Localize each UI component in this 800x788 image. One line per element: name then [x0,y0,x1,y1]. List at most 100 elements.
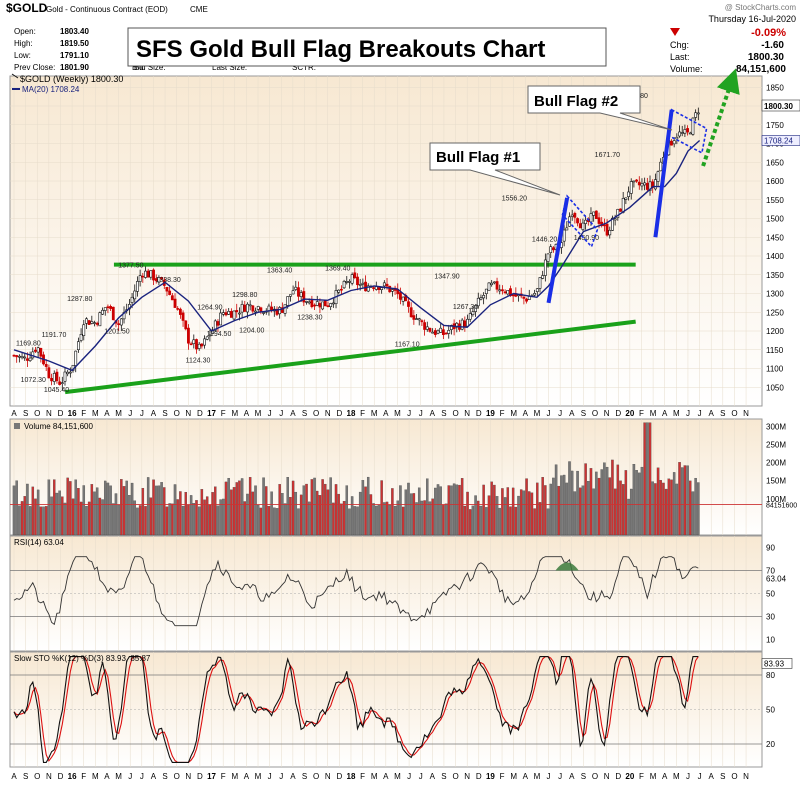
price-annotation: 1072.30 [21,377,46,384]
price-candle [240,300,244,319]
price-candle [619,208,622,212]
sto-panel-label: Slow STO %K(12) %D(3) 83.93, 85.87 [14,654,151,663]
volume-bar [549,483,552,536]
price-candle [103,307,107,316]
price-candle [138,269,142,287]
price-candle [361,278,365,288]
price-annotation: 1671.70 [595,152,620,159]
volume-value: 84,151,600 [736,64,786,75]
volume-bar [640,466,644,536]
price-candle [474,304,477,317]
volume-bar [503,497,507,536]
price-candle [192,334,196,349]
current-price-tag: 1800.30 [761,99,800,112]
price-candle [74,350,78,373]
month-label: M [92,409,99,418]
volume-bar [313,477,316,536]
volume-bar [608,477,612,536]
quote-value: 1819.50 [60,39,89,48]
volume-bar [259,507,263,536]
price-candle [315,295,319,307]
volume-bar [428,501,432,536]
quote-label: High: [14,39,33,48]
volume-bar [605,466,609,536]
price-candle [294,280,298,292]
volume-bar [112,503,115,536]
price-candle [549,244,553,258]
month-label: M [371,409,378,418]
price-axis-tick: 1200 [766,327,784,336]
month-label: M [534,772,541,781]
chg-value: -1.60 [761,40,784,51]
down-triangle-icon [670,28,680,36]
volume-bar [39,506,43,536]
price-candle [229,308,233,318]
price-candle [87,319,91,325]
volume-bar [560,475,563,536]
volume-bar [26,483,29,536]
volume-bar [369,494,373,536]
volume-bar [12,485,16,536]
volume-bar [573,491,577,536]
month-label: D [58,409,64,418]
price-candle [608,226,612,239]
bull-flag-1-label: Bull Flag #1 [436,149,520,166]
price-candle [670,139,673,146]
price-candle [578,218,582,229]
volume-bar [624,470,628,536]
month-label: M [115,772,122,781]
price-candle [170,293,174,301]
volume-bar [227,477,230,536]
month-label: O [452,772,458,781]
month-label: N [185,409,191,418]
volume-bar [546,508,550,536]
price-axis-tick: 1600 [766,177,784,186]
price-candle [433,328,437,338]
chg-pct-value: -0.09% [751,27,786,39]
month-label: J [140,772,144,781]
volume-bar [471,505,475,536]
volume-bar [474,495,477,536]
sctr-label: SCTR: [292,63,316,72]
price-candle [417,317,421,326]
price-candle [637,176,641,190]
price-annotation: 1169.80 [16,340,41,347]
price-candle [117,319,121,331]
price-annotation: 1264.90 [197,305,222,312]
volume-bar [232,487,236,536]
price-candle [254,307,257,316]
volume-bar [675,483,679,536]
volume-bar [265,486,268,536]
price-candle [203,335,206,349]
volume-bar [262,477,265,536]
price-candle [60,376,64,391]
volume-bar [332,502,335,536]
price-annotation: 1298.80 [232,292,257,299]
volume-bar [294,491,298,536]
volume-bar [273,507,276,536]
price-candle [490,279,494,287]
volume-bar [385,501,389,536]
price-candle [484,288,488,300]
volume-bar [358,491,362,536]
volume-bar [544,485,547,536]
volume-bar [388,504,391,536]
month-label: 19 [486,409,495,418]
volume-bar [214,486,217,536]
volume-bar [415,502,418,536]
month-label: 20 [625,772,634,781]
price-candle [645,177,649,192]
month-label: N [46,772,52,781]
moving-average-layer [13,139,701,372]
volume-bar [570,470,574,536]
price-candle [34,347,37,354]
price-annotation: 1338.30 [155,277,180,284]
month-label: D [197,409,203,418]
volume-axis-tick: 200M [766,459,786,468]
bull-flag-2-label: Bull Flag #2 [534,93,618,110]
bull-flag-drawings: Bull Flag #1 Bull Flag #2 [429,68,740,304]
price-candle [93,320,96,327]
month-label: S [441,409,446,418]
volume-bar [93,491,96,536]
price-candle [479,294,483,301]
